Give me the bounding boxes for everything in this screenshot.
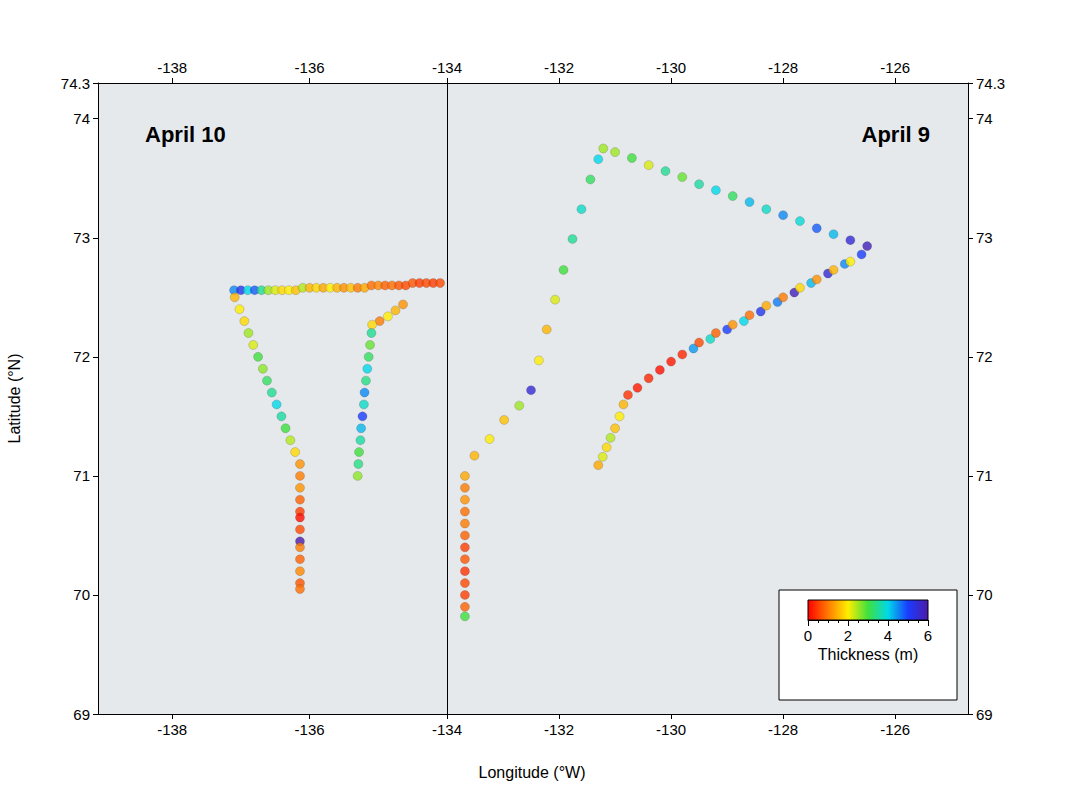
svg-text:71: 71 <box>976 467 993 484</box>
svg-text:70: 70 <box>73 586 90 603</box>
svg-text:0: 0 <box>804 627 812 644</box>
svg-text:74.3: 74.3 <box>976 75 1005 92</box>
svg-text:-138: -138 <box>157 59 187 76</box>
svg-text:Latitude (°N): Latitude (°N) <box>6 354 23 444</box>
svg-text:4: 4 <box>884 627 892 644</box>
svg-text:-136: -136 <box>295 721 325 738</box>
svg-text:72: 72 <box>976 348 993 365</box>
svg-text:70: 70 <box>976 586 993 603</box>
svg-text:72: 72 <box>73 348 90 365</box>
svg-text:73: 73 <box>73 229 90 246</box>
svg-text:-132: -132 <box>544 721 574 738</box>
svg-text:69: 69 <box>73 706 90 723</box>
svg-text:-126: -126 <box>880 721 910 738</box>
svg-text:71: 71 <box>73 467 90 484</box>
svg-text:April 10: April 10 <box>145 122 226 147</box>
svg-text:-134: -134 <box>432 59 462 76</box>
svg-text:-128: -128 <box>768 721 798 738</box>
svg-text:-128: -128 <box>768 59 798 76</box>
svg-text:-130: -130 <box>656 59 686 76</box>
svg-text:2: 2 <box>844 627 852 644</box>
svg-text:74.3: 74.3 <box>61 75 90 92</box>
svg-text:74: 74 <box>73 110 90 127</box>
svg-text:-138: -138 <box>157 721 187 738</box>
svg-text:-132: -132 <box>544 59 574 76</box>
svg-text:April 9: April 9 <box>862 122 930 147</box>
svg-text:-130: -130 <box>656 721 686 738</box>
svg-text:Longitude (°W): Longitude (°W) <box>479 764 586 781</box>
svg-text:-134: -134 <box>432 721 462 738</box>
svg-text:69: 69 <box>976 706 993 723</box>
svg-text:-136: -136 <box>295 59 325 76</box>
svg-text:73: 73 <box>976 229 993 246</box>
svg-text:6: 6 <box>924 627 932 644</box>
svg-text:74: 74 <box>976 110 993 127</box>
svg-text:-126: -126 <box>880 59 910 76</box>
svg-text:Thickness (m): Thickness (m) <box>818 646 918 663</box>
